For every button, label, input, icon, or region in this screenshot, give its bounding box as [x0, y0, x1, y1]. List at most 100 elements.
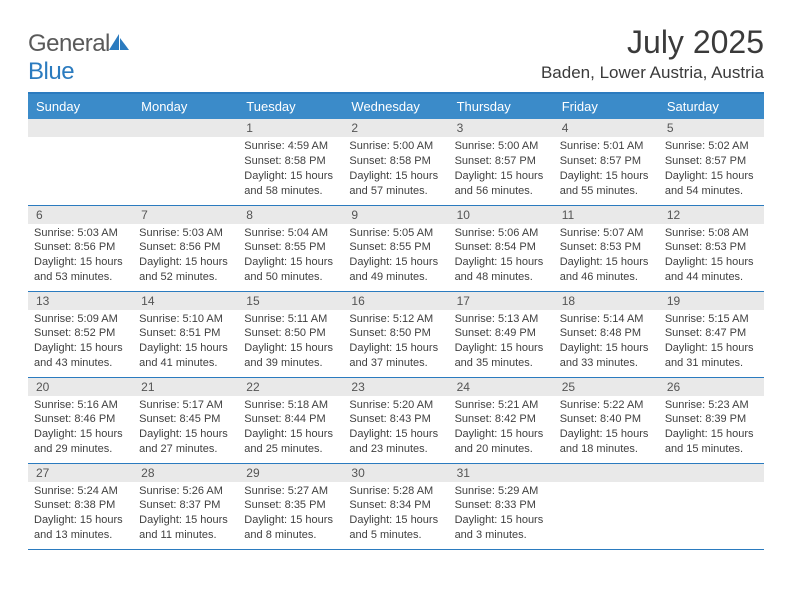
daylight: Daylight: 15 hours and 56 minutes. — [455, 169, 548, 199]
daylight: Daylight: 15 hours and 31 minutes. — [665, 341, 758, 371]
sunrise: Sunrise: 5:21 AM — [455, 398, 548, 413]
day-number: 25 — [554, 378, 659, 396]
calendar-week: 6Sunrise: 5:03 AMSunset: 8:56 PMDaylight… — [28, 205, 764, 291]
day-number — [28, 119, 133, 137]
sunrise: Sunrise: 5:05 AM — [349, 226, 442, 241]
weekday-header: Tuesday — [238, 94, 343, 119]
day-details: Sunrise: 5:14 AMSunset: 8:48 PMDaylight:… — [554, 310, 659, 375]
day-number: 15 — [238, 292, 343, 310]
day-details: Sunrise: 5:24 AMSunset: 8:38 PMDaylight:… — [28, 482, 133, 547]
sunrise: Sunrise: 5:23 AM — [665, 398, 758, 413]
day-number: 1 — [238, 119, 343, 137]
day-details: Sunrise: 5:07 AMSunset: 8:53 PMDaylight:… — [554, 224, 659, 289]
daylight: Daylight: 15 hours and 11 minutes. — [139, 513, 232, 543]
calendar-cell: 2Sunrise: 5:00 AMSunset: 8:58 PMDaylight… — [343, 119, 448, 205]
day-number: 4 — [554, 119, 659, 137]
daylight: Daylight: 15 hours and 50 minutes. — [244, 255, 337, 285]
day-details: Sunrise: 5:28 AMSunset: 8:34 PMDaylight:… — [343, 482, 448, 547]
sunset: Sunset: 8:49 PM — [455, 326, 548, 341]
daylight: Daylight: 15 hours and 5 minutes. — [349, 513, 442, 543]
day-number: 28 — [133, 464, 238, 482]
day-details: Sunrise: 5:03 AMSunset: 8:56 PMDaylight:… — [28, 224, 133, 289]
calendar-cell: 29Sunrise: 5:27 AMSunset: 8:35 PMDayligh… — [238, 463, 343, 549]
sunset: Sunset: 8:58 PM — [349, 154, 442, 169]
daylight: Daylight: 15 hours and 55 minutes. — [560, 169, 653, 199]
calendar-cell: 16Sunrise: 5:12 AMSunset: 8:50 PMDayligh… — [343, 291, 448, 377]
logo-text: GeneralBlue — [28, 30, 130, 86]
daylight: Daylight: 15 hours and 18 minutes. — [560, 427, 653, 457]
day-details: Sunrise: 4:59 AMSunset: 8:58 PMDaylight:… — [238, 137, 343, 202]
sunrise: Sunrise: 5:03 AM — [139, 226, 232, 241]
sunrise: Sunrise: 5:12 AM — [349, 312, 442, 327]
day-number: 24 — [449, 378, 554, 396]
calendar-cell: 3Sunrise: 5:00 AMSunset: 8:57 PMDaylight… — [449, 119, 554, 205]
month-title: July 2025 — [541, 24, 764, 61]
sunrise: Sunrise: 5:07 AM — [560, 226, 653, 241]
day-number: 30 — [343, 464, 448, 482]
calendar-cell: 10Sunrise: 5:06 AMSunset: 8:54 PMDayligh… — [449, 205, 554, 291]
sunrise: Sunrise: 5:02 AM — [665, 139, 758, 154]
day-number: 5 — [659, 119, 764, 137]
sunrise: Sunrise: 5:15 AM — [665, 312, 758, 327]
sunrise: Sunrise: 5:29 AM — [455, 484, 548, 499]
day-number: 23 — [343, 378, 448, 396]
sunrise: Sunrise: 5:27 AM — [244, 484, 337, 499]
sunset: Sunset: 8:47 PM — [665, 326, 758, 341]
sunset: Sunset: 8:42 PM — [455, 412, 548, 427]
calendar-week: 27Sunrise: 5:24 AMSunset: 8:38 PMDayligh… — [28, 463, 764, 549]
logo: GeneralBlue — [28, 24, 130, 86]
day-number: 20 — [28, 378, 133, 396]
weekday-header: Sunday — [28, 94, 133, 119]
daylight: Daylight: 15 hours and 58 minutes. — [244, 169, 337, 199]
sunset: Sunset: 8:56 PM — [139, 240, 232, 255]
sunrise: Sunrise: 5:10 AM — [139, 312, 232, 327]
sunrise: Sunrise: 5:18 AM — [244, 398, 337, 413]
day-number: 8 — [238, 206, 343, 224]
day-number: 14 — [133, 292, 238, 310]
day-details: Sunrise: 5:05 AMSunset: 8:55 PMDaylight:… — [343, 224, 448, 289]
calendar-cell: 14Sunrise: 5:10 AMSunset: 8:51 PMDayligh… — [133, 291, 238, 377]
calendar-cell: 7Sunrise: 5:03 AMSunset: 8:56 PMDaylight… — [133, 205, 238, 291]
calendar-cell: 30Sunrise: 5:28 AMSunset: 8:34 PMDayligh… — [343, 463, 448, 549]
daylight: Daylight: 15 hours and 23 minutes. — [349, 427, 442, 457]
sunrise: Sunrise: 5:26 AM — [139, 484, 232, 499]
sunrise: Sunrise: 5:20 AM — [349, 398, 442, 413]
sunset: Sunset: 8:38 PM — [34, 498, 127, 513]
calendar-cell — [659, 463, 764, 549]
sunset: Sunset: 8:55 PM — [244, 240, 337, 255]
day-number: 21 — [133, 378, 238, 396]
daylight: Daylight: 15 hours and 43 minutes. — [34, 341, 127, 371]
daylight: Daylight: 15 hours and 27 minutes. — [139, 427, 232, 457]
calendar-table: SundayMondayTuesdayWednesdayThursdayFrid… — [28, 94, 764, 550]
calendar-cell: 22Sunrise: 5:18 AMSunset: 8:44 PMDayligh… — [238, 377, 343, 463]
sunset: Sunset: 8:52 PM — [34, 326, 127, 341]
day-details: Sunrise: 5:27 AMSunset: 8:35 PMDaylight:… — [238, 482, 343, 547]
logo-word1: General — [28, 30, 110, 57]
calendar-week: 20Sunrise: 5:16 AMSunset: 8:46 PMDayligh… — [28, 377, 764, 463]
daylight: Daylight: 15 hours and 15 minutes. — [665, 427, 758, 457]
day-details: Sunrise: 5:10 AMSunset: 8:51 PMDaylight:… — [133, 310, 238, 375]
day-details: Sunrise: 5:11 AMSunset: 8:50 PMDaylight:… — [238, 310, 343, 375]
calendar-cell: 26Sunrise: 5:23 AMSunset: 8:39 PMDayligh… — [659, 377, 764, 463]
calendar-cell — [554, 463, 659, 549]
day-details: Sunrise: 5:04 AMSunset: 8:55 PMDaylight:… — [238, 224, 343, 289]
sunset: Sunset: 8:50 PM — [244, 326, 337, 341]
day-number: 9 — [343, 206, 448, 224]
day-number: 26 — [659, 378, 764, 396]
day-details — [659, 482, 764, 488]
sunset: Sunset: 8:34 PM — [349, 498, 442, 513]
sunrise: Sunrise: 5:04 AM — [244, 226, 337, 241]
sunset: Sunset: 8:37 PM — [139, 498, 232, 513]
daylight: Daylight: 15 hours and 8 minutes. — [244, 513, 337, 543]
day-details: Sunrise: 5:26 AMSunset: 8:37 PMDaylight:… — [133, 482, 238, 547]
day-details: Sunrise: 5:15 AMSunset: 8:47 PMDaylight:… — [659, 310, 764, 375]
daylight: Daylight: 15 hours and 13 minutes. — [34, 513, 127, 543]
title-block: July 2025 Baden, Lower Austria, Austria — [541, 24, 764, 83]
day-details: Sunrise: 5:01 AMSunset: 8:57 PMDaylight:… — [554, 137, 659, 202]
day-details: Sunrise: 5:12 AMSunset: 8:50 PMDaylight:… — [343, 310, 448, 375]
day-number — [554, 464, 659, 482]
sunrise: Sunrise: 5:01 AM — [560, 139, 653, 154]
sunset: Sunset: 8:48 PM — [560, 326, 653, 341]
sunset: Sunset: 8:57 PM — [665, 154, 758, 169]
day-details: Sunrise: 5:13 AMSunset: 8:49 PMDaylight:… — [449, 310, 554, 375]
